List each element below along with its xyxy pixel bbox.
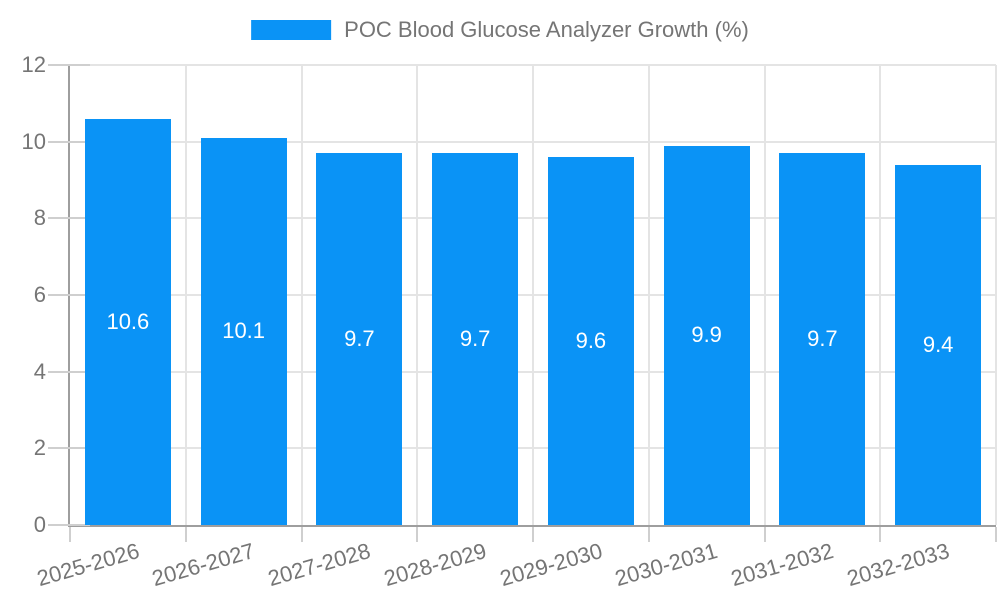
x-axis-label: 2031-2032 xyxy=(728,538,837,592)
y-axis-tick xyxy=(48,370,90,373)
x-axis-label: 2027-2028 xyxy=(265,538,374,592)
y-axis-tick xyxy=(48,140,90,143)
y-axis-tick xyxy=(48,447,90,450)
x-axis-tick xyxy=(647,527,650,542)
x-axis-label: 2026-2027 xyxy=(149,538,258,592)
bar: 9.6 xyxy=(547,157,634,525)
bar-value-label: 9.9 xyxy=(691,322,722,348)
y-axis-tick xyxy=(48,294,90,296)
vertical-gridline xyxy=(647,65,650,525)
x-axis-tick xyxy=(995,527,997,542)
bar-value-label: 9.6 xyxy=(575,328,607,353)
bar-value-label: 9.7 xyxy=(344,326,375,352)
bar-value-label: 10.6 xyxy=(106,308,150,334)
bar-value-label: 9.7 xyxy=(807,326,838,352)
y-axis-tick xyxy=(48,64,90,66)
y-axis-label: 4 xyxy=(33,358,46,384)
bar: 9.9 xyxy=(663,145,750,525)
bar-value-label: 9.7 xyxy=(459,326,491,352)
vertical-gridline xyxy=(879,65,882,525)
x-axis-tick xyxy=(184,527,187,542)
y-axis-label: 6 xyxy=(33,282,46,307)
bar: 9.7 xyxy=(432,153,519,525)
y-axis-tick xyxy=(48,217,90,220)
y-axis-label: 2 xyxy=(33,435,46,461)
chart-legend[interactable]: POC Blood Glucose Analyzer Growth (%) xyxy=(251,16,749,44)
x-axis-tick xyxy=(532,527,534,542)
legend-label: POC Blood Glucose Analyzer Growth (%) xyxy=(344,17,749,42)
bar: 10.6 xyxy=(84,118,171,525)
vertical-gridline xyxy=(763,65,766,525)
x-axis-tick xyxy=(416,527,419,542)
bar: 10.1 xyxy=(200,137,287,525)
x-axis-tick xyxy=(69,527,71,542)
x-axis-tick xyxy=(879,527,882,542)
legend-swatch-icon xyxy=(251,20,332,40)
vertical-gridline xyxy=(184,65,187,525)
x-axis-label: 2030-2031 xyxy=(612,538,721,592)
y-axis-label: 8 xyxy=(33,205,46,231)
x-axis-label: 2029-2030 xyxy=(496,538,605,592)
vertical-gridline xyxy=(532,65,534,525)
bar: 9.7 xyxy=(779,153,866,525)
y-axis-label: 10 xyxy=(21,128,46,154)
vertical-gridline xyxy=(300,65,303,525)
x-axis-tick xyxy=(763,527,766,542)
vertical-gridline xyxy=(995,65,997,525)
bar-value-label: 9.4 xyxy=(922,331,954,357)
y-axis-label: 12 xyxy=(21,52,46,77)
bar: 9.7 xyxy=(316,153,403,525)
x-axis-label: 2025-2026 xyxy=(33,538,142,592)
vertical-gridline xyxy=(416,65,419,525)
x-axis-label: 2028-2029 xyxy=(380,538,490,592)
x-axis-label: 2032-2033 xyxy=(843,538,953,592)
plot-area: 10.6 10.1 9.7 9.7 9.6 9.9 9.7 9.4 xyxy=(48,64,997,542)
bar: 9.4 xyxy=(895,164,982,525)
y-axis-label: 0 xyxy=(33,512,46,537)
x-axis-tick xyxy=(300,527,303,542)
bar-value-label: 10.1 xyxy=(222,318,266,344)
y-axis-tick xyxy=(48,524,90,526)
